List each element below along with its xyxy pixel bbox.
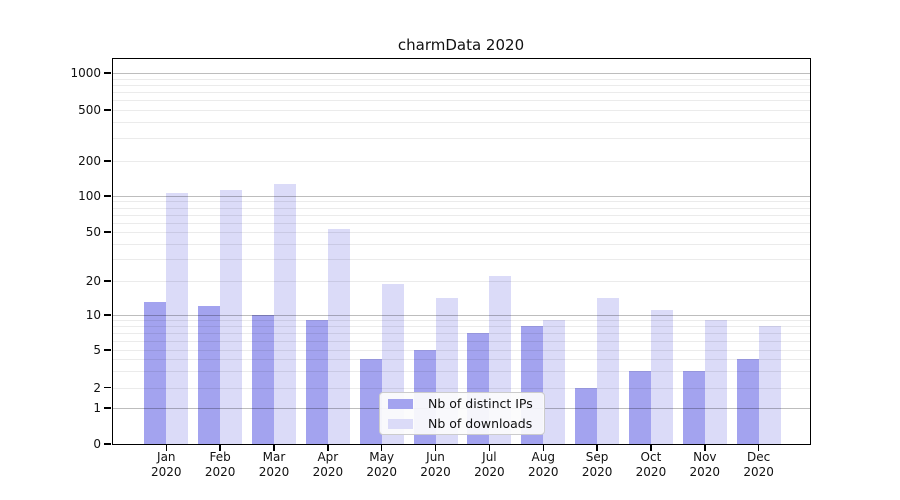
bar-distinct-ips-feb bbox=[198, 306, 221, 444]
bar-downloads-nov bbox=[704, 320, 727, 444]
legend-item-downloads: Nb of downloads bbox=[386, 415, 538, 432]
gridline-minor-80 bbox=[113, 207, 810, 209]
gridline-minor-40 bbox=[113, 243, 810, 245]
y-tick-label-50: 50 bbox=[85, 225, 101, 239]
legend-swatch-distinct-ips bbox=[388, 398, 413, 409]
y-tick-200 bbox=[104, 160, 111, 162]
x-tick-label-nov: Nov 2020 bbox=[689, 450, 721, 479]
x-tick-jun bbox=[434, 444, 437, 451]
x-tick-feb bbox=[219, 444, 221, 451]
bar-downloads-apr bbox=[327, 228, 350, 444]
x-tick-jul bbox=[488, 444, 491, 451]
legend: Nb of distinct IPs Nb of downloads bbox=[379, 392, 545, 435]
x-tick-apr bbox=[327, 444, 329, 451]
y-tick-100 bbox=[104, 195, 111, 197]
y-tick-label-2: 2 bbox=[93, 380, 101, 395]
y-tick-0 bbox=[104, 443, 111, 445]
y-tick-1000 bbox=[104, 72, 111, 74]
y-tick-1 bbox=[104, 407, 111, 409]
gridline-minor-30 bbox=[113, 259, 810, 261]
bar-downloads-dec bbox=[758, 326, 781, 444]
legend-swatch-downloads bbox=[388, 418, 413, 429]
bar-downloads-feb bbox=[220, 190, 243, 444]
bar-distinct-ips-jan bbox=[144, 302, 167, 444]
legend-label-downloads: Nb of downloads bbox=[428, 416, 533, 431]
bar-downloads-mar bbox=[274, 183, 296, 444]
x-tick-label-aug: Aug 2020 bbox=[527, 450, 559, 479]
x-tick-label-mar: Mar 2020 bbox=[258, 450, 290, 479]
x-tick-label-jul: Jul 2020 bbox=[474, 450, 505, 479]
y-tick-5 bbox=[104, 349, 111, 351]
y-tick-2 bbox=[104, 386, 111, 389]
gridline-minor-200 bbox=[113, 161, 810, 162]
x-tick-oct bbox=[650, 444, 652, 451]
x-tick-may bbox=[380, 444, 383, 451]
gridline-minor-600 bbox=[113, 100, 810, 102]
x-tick-label-apr: Apr 2020 bbox=[312, 450, 344, 479]
x-tick-label-jan: Jan 2020 bbox=[151, 450, 182, 479]
gridline-minor-50 bbox=[113, 232, 810, 233]
y-tick-500 bbox=[104, 109, 111, 111]
x-tick-label-oct: Oct 2020 bbox=[635, 450, 667, 479]
gridline-minor-700 bbox=[113, 92, 810, 94]
y-tick-label-20: 20 bbox=[85, 274, 101, 288]
gridline-minor-500 bbox=[113, 110, 810, 111]
y-tick-label-0: 0 bbox=[93, 437, 101, 451]
y-tick-20 bbox=[104, 280, 111, 282]
bar-downloads-aug bbox=[543, 320, 566, 444]
x-tick-label-dec: Dec 2020 bbox=[743, 450, 774, 479]
bar-distinct-ips-nov bbox=[682, 370, 705, 444]
y-tick-label-500: 500 bbox=[78, 103, 101, 117]
x-tick-aug bbox=[542, 444, 544, 451]
bar-distinct-ips-sep bbox=[575, 387, 598, 444]
legend-item-distinct-ips: Nb of distinct IPs bbox=[386, 395, 538, 412]
gridline-minor-70 bbox=[113, 214, 810, 216]
gridline-minor-800 bbox=[113, 84, 810, 86]
y-tick-label-100: 100 bbox=[78, 189, 101, 203]
y-tick-label-5: 5 bbox=[93, 343, 101, 357]
chart-title: charmData 2020 bbox=[397, 36, 525, 54]
gridline-minor-20 bbox=[113, 281, 810, 282]
y-tick-label-200: 200 bbox=[78, 154, 101, 168]
bar-downloads-oct bbox=[650, 310, 673, 444]
plot-area: 0 1 2 5 10 20 50 100 200 500 1000 Jan 2020 Feb 2020 M… bbox=[70, 58, 811, 479]
gridline-minor-300 bbox=[113, 138, 810, 140]
x-tick-label-sep: Sep 2020 bbox=[581, 450, 613, 479]
bar-distinct-ips-apr bbox=[305, 320, 328, 444]
x-tick-jan bbox=[165, 444, 168, 451]
gridline-minor-900 bbox=[113, 78, 810, 80]
x-tick-label-jun: Jun 2020 bbox=[420, 450, 451, 479]
y-tick-label-1: 1 bbox=[93, 401, 101, 415]
bar-distinct-ips-mar bbox=[252, 315, 274, 444]
bar-distinct-ips-oct bbox=[628, 370, 651, 444]
bar-downloads-jan bbox=[166, 192, 189, 444]
bar-distinct-ips-may bbox=[359, 359, 382, 444]
x-tick-label-feb: Feb 2020 bbox=[204, 450, 236, 479]
x-tick-nov bbox=[704, 444, 706, 451]
y-tick-50 bbox=[104, 231, 111, 233]
gridline-minor-60 bbox=[113, 222, 810, 224]
y-tick-10 bbox=[104, 314, 111, 316]
gridline-minor-90 bbox=[113, 201, 810, 203]
gridline-major-100 bbox=[113, 196, 810, 197]
bar-distinct-ips-dec bbox=[736, 359, 759, 444]
x-tick-mar bbox=[273, 444, 275, 451]
bar-downloads-sep bbox=[597, 298, 620, 444]
gridline-major-1000 bbox=[113, 73, 810, 74]
x-tick-sep bbox=[596, 444, 598, 451]
gridline-minor-400 bbox=[113, 122, 810, 124]
legend-label-distinct-ips: Nb of distinct IPs bbox=[428, 396, 533, 411]
y-tick-label-10: 10 bbox=[85, 308, 101, 322]
y-tick-label-1000: 1000 bbox=[70, 66, 101, 80]
x-tick-dec bbox=[757, 444, 760, 451]
x-tick-label-may: May 2020 bbox=[366, 450, 397, 479]
